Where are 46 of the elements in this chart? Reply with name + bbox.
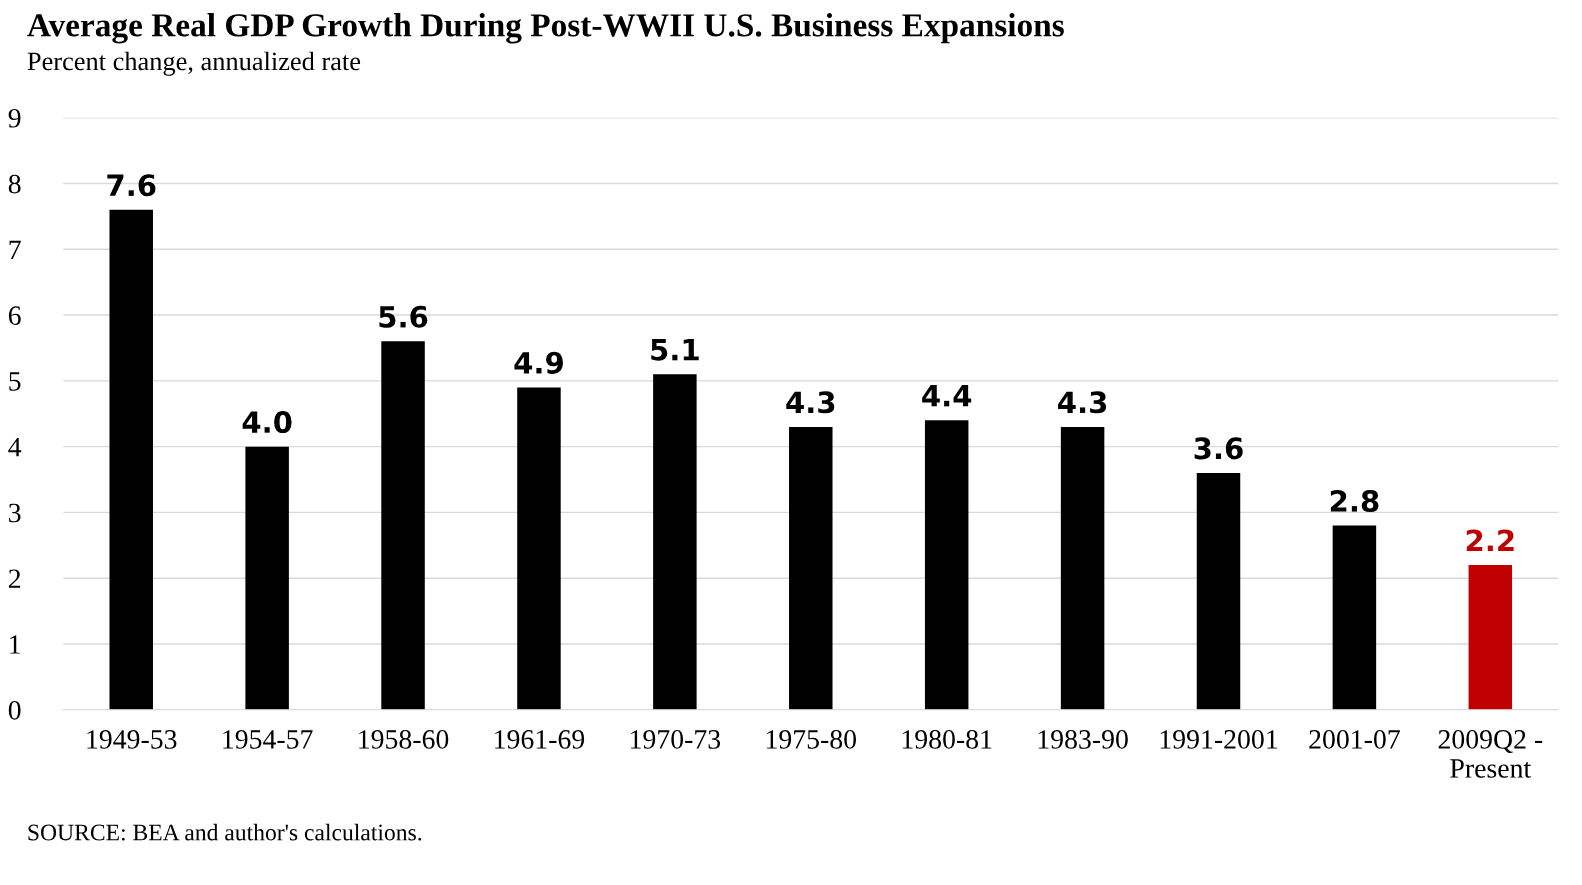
bar <box>1196 472 1241 710</box>
y-tick-label: 3 <box>9 503 21 523</box>
x-tick-label: 1949-53 <box>87 730 177 749</box>
bar <box>245 446 289 710</box>
x-tick-label: 1980-81 <box>902 730 992 749</box>
data-label: 4.3 <box>786 391 835 414</box>
y-tick-label: 2 <box>8 569 21 588</box>
data-label: 3.6 <box>1194 437 1243 460</box>
y-tick-label: 1 <box>10 635 20 654</box>
data-label: 7.6 <box>107 174 156 197</box>
x-tick-label: 2001-07 <box>1309 730 1400 749</box>
x-tick-label: 1991-2001 <box>1160 730 1278 749</box>
data-label: 4.9 <box>514 351 563 374</box>
bar <box>789 426 833 710</box>
data-label: 4.0 <box>242 411 292 434</box>
y-tick-label: 0 <box>8 700 21 720</box>
y-tick-label: 4 <box>8 437 22 457</box>
data-label: 5.1 <box>651 339 699 361</box>
x-tick-label: 1958-60 <box>359 730 449 749</box>
y-tick-label: 6 <box>8 306 21 325</box>
bar <box>653 374 697 710</box>
chart-subtitle: Percent change, annualized rate <box>27 51 361 76</box>
chart-title: Average Real GDP Growth During Post-WWII U.S. Business Expansions <box>27 13 1064 44</box>
data-label: 4.4 <box>922 385 972 407</box>
data-label: 4.3 <box>1058 391 1107 414</box>
x-tick-label: 1961-69 <box>495 730 585 749</box>
bar <box>381 341 425 710</box>
source-note: SOURCE: BEA and author's calculations. <box>28 823 422 841</box>
bar <box>1060 426 1105 710</box>
x-tick-label: 1975-80 <box>766 730 857 749</box>
x-tick-label: 1970-73 <box>631 730 721 749</box>
x-tick-label: 1983-90 <box>1038 730 1128 749</box>
data-label: 2.2 <box>1466 529 1514 552</box>
bar <box>109 209 153 710</box>
bar <box>924 420 969 710</box>
y-tick-label: 9 <box>8 108 21 128</box>
y-tick-label: 8 <box>8 174 21 194</box>
data-label: 5.6 <box>379 305 428 328</box>
y-tick-label: 5 <box>9 372 21 391</box>
bar <box>1332 525 1377 710</box>
data-label: 2.8 <box>1330 489 1379 513</box>
x-tick-label: 2009Q2 - Present <box>1438 730 1543 778</box>
x-tick-label: 1954-57 <box>223 730 313 749</box>
bar <box>517 387 561 710</box>
bar <box>1468 565 1513 710</box>
y-tick-label: 7 <box>9 240 21 259</box>
